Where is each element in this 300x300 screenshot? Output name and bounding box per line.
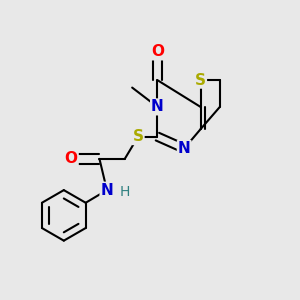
Text: N: N [151, 99, 164, 114]
Text: N: N [178, 141, 190, 156]
Text: H: H [119, 185, 130, 199]
Text: S: S [133, 129, 144, 144]
Text: N: N [100, 183, 113, 198]
Text: O: O [65, 152, 78, 166]
Text: O: O [151, 44, 164, 59]
Text: S: S [195, 73, 206, 88]
